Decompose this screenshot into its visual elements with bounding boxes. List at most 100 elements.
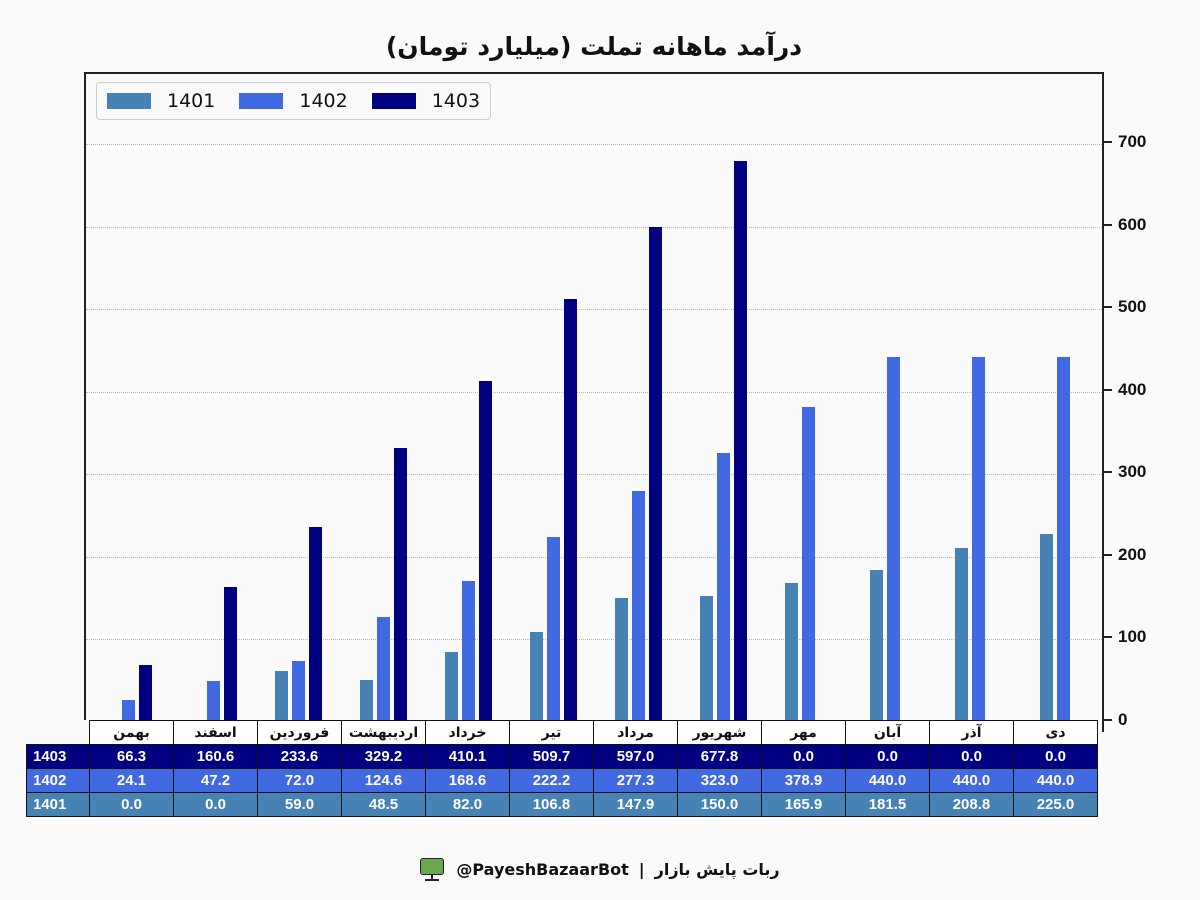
table-cell: 378.9 (761, 768, 846, 793)
table-column-header: فروردین (257, 720, 342, 745)
bar-1401 (955, 547, 968, 720)
table-cell: 0.0 (89, 792, 174, 817)
gridline (86, 391, 1102, 393)
table-row-label: 1401 (26, 792, 90, 817)
bar-1401 (1040, 534, 1053, 720)
y-tick (1104, 471, 1112, 474)
y-tick-label: 400 (1118, 379, 1147, 399)
bar-1402 (547, 536, 560, 720)
table-cell: 66.3 (89, 744, 174, 769)
footer-separator: | (638, 859, 645, 879)
table-column-header: خرداد (425, 720, 510, 745)
table-cell: 323.0 (677, 768, 762, 793)
plot-area: 1401 1402 1403 (84, 72, 1104, 720)
table-cell: 0.0 (929, 744, 1014, 769)
bar-1403 (479, 381, 492, 720)
table-cell: 208.8 (929, 792, 1014, 817)
table-cell: 222.2 (509, 768, 594, 793)
bar-1402 (972, 356, 985, 720)
y-tick (1104, 553, 1112, 556)
legend-swatch (107, 93, 151, 109)
table-row-label: 1403 (26, 744, 90, 769)
legend-label: 1403 (431, 90, 481, 112)
bar-1402 (887, 356, 900, 720)
bar-1403 (309, 527, 322, 720)
y-tick-label: 500 (1118, 297, 1147, 317)
table-cell: 150.0 (677, 792, 762, 817)
bar-1401 (870, 570, 883, 720)
y-tick-label: 100 (1118, 627, 1147, 647)
table-cell: 59.0 (257, 792, 342, 817)
bar-1401 (275, 671, 288, 720)
table-corner (26, 720, 90, 745)
gridline (86, 144, 1102, 146)
table-cell: 0.0 (1013, 744, 1098, 769)
bar-1403 (394, 448, 407, 720)
bar-1403 (649, 227, 662, 720)
table-cell: 225.0 (1013, 792, 1098, 817)
table-cell: 160.6 (173, 744, 258, 769)
table-cell: 440.0 (929, 768, 1014, 793)
legend-label: 1401 (167, 90, 216, 112)
y-tick (1104, 141, 1112, 144)
table-cell: 597.0 (593, 744, 678, 769)
bar-1401 (530, 631, 543, 720)
table-row: 1401 0.0 0.0 59.0 48.5 82.0 106.8 147.9 150.0 165… (26, 792, 1098, 817)
table-row: 1402 24.1 47.2 72.0 124.6 168.6 222.2 277.3 323.… (26, 768, 1098, 793)
y-tick-label: 0 (1118, 710, 1128, 729)
table-column-header: اسفند (173, 720, 258, 745)
monitor-bot-icon (420, 858, 446, 881)
bar-1402 (462, 580, 475, 720)
table-cell: 0.0 (173, 792, 258, 817)
legend-label: 1402 (299, 90, 348, 112)
bar-1402 (1057, 356, 1070, 720)
legend-item-1403: 1403 (371, 90, 481, 112)
table-column-header: دی (1013, 720, 1098, 745)
table-column-header: بهمن (89, 720, 174, 745)
table-row-label: 1402 (26, 768, 90, 793)
table-cell: 0.0 (845, 744, 930, 769)
data-table: بهمن اسفند فروردین اردیبهشت خرداد تیر مرداد شهر… (26, 720, 1098, 817)
gridline (86, 309, 1102, 311)
legend-swatch (371, 93, 416, 109)
bar-1402 (292, 660, 305, 720)
bar-1402 (717, 453, 730, 720)
bar-1401 (615, 597, 628, 720)
table-column-header: مرداد (593, 720, 678, 745)
y-tick (1104, 223, 1112, 226)
y-tick-label: 600 (1118, 214, 1147, 234)
table-column-header: آبان (845, 720, 930, 745)
y-tick-label: 300 (1118, 462, 1147, 482)
gridline (86, 639, 1102, 641)
table-cell: 440.0 (845, 768, 930, 793)
table-column-header: آذر (929, 720, 1014, 745)
legend: 1401 1402 1403 (96, 82, 492, 120)
table-cell: 329.2 (341, 744, 426, 769)
footer-handle: @PayeshBazaarBot (456, 859, 629, 879)
footer: @PayeshBazaarBot | ربات پایش بازار (0, 858, 1200, 881)
legend-item-1402: 1402 (239, 90, 348, 112)
table-cell: 440.0 (1013, 768, 1098, 793)
bar-1402 (122, 700, 135, 720)
table-row: 1403 66.3 160.6 233.6 329.2 410.1 509.7 597.0 67… (26, 744, 1098, 769)
table-cell: 24.1 (89, 768, 174, 793)
table-cell: 106.8 (509, 792, 594, 817)
bar-1402 (207, 681, 220, 720)
table-cell: 677.8 (677, 744, 762, 769)
legend-item-1401: 1401 (107, 90, 215, 112)
table-cell: 147.9 (593, 792, 678, 817)
gridline (86, 556, 1102, 558)
bar-1402 (377, 617, 390, 720)
table-cell: 165.9 (761, 792, 846, 817)
table-cell: 82.0 (425, 792, 510, 817)
y-tick (1104, 388, 1112, 391)
gridline (86, 474, 1102, 476)
table-cell: 410.1 (425, 744, 510, 769)
table-cell: 124.6 (341, 768, 426, 793)
y-axis-line (1102, 72, 1104, 732)
table-cell: 168.6 (425, 768, 510, 793)
table-cell: 72.0 (257, 768, 342, 793)
y-tick (1104, 719, 1112, 721)
table-column-header: تیر (509, 720, 594, 745)
y-tick-label: 700 (1118, 132, 1147, 152)
